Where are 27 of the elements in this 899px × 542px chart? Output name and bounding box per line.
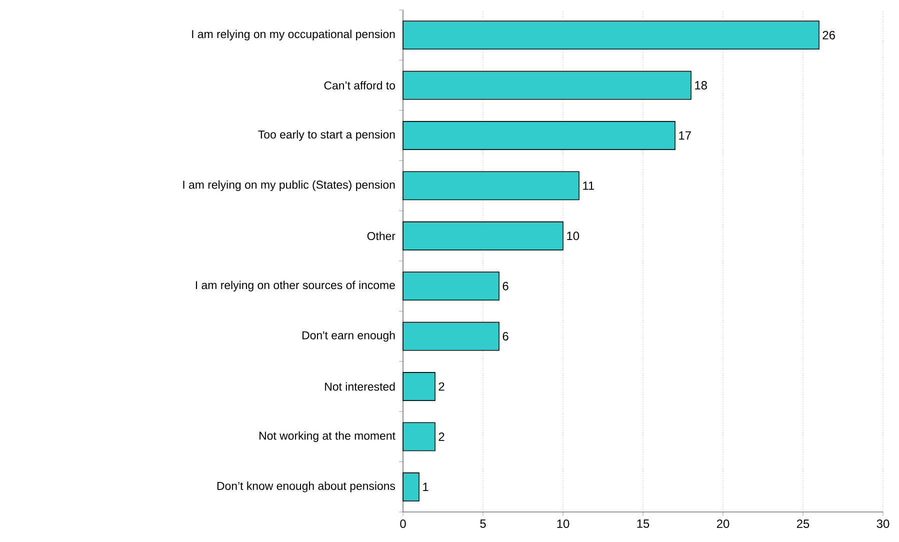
data-label: 1 <box>423 482 428 491</box>
x-tick-label: 0 <box>400 520 406 528</box>
data-label: 18 <box>695 81 707 90</box>
data-label: 17 <box>679 131 691 140</box>
y-tick-label: Too early to start a pension <box>258 130 395 141</box>
x-tick-label: 5 <box>480 520 486 528</box>
y-tick-label: Don't earn enough <box>302 330 395 342</box>
y-tick-label: I am relying on my occupational pension <box>192 30 395 40</box>
x-tick-label: 25 <box>796 520 810 528</box>
y-tick-label: Don’t know enough about pensions <box>217 482 396 492</box>
y-tick-label: Not interested <box>325 382 395 391</box>
data-label: 6 <box>502 282 508 290</box>
y-tick-label: Can’t afford to <box>324 81 395 90</box>
x-tick-label: 20 <box>716 520 730 528</box>
y-tick-label: Other <box>367 232 396 240</box>
y-tick-label: Not working at the moment <box>260 431 396 442</box>
y-tick-label: I am relying on my public (States) pension <box>183 180 395 192</box>
x-tick-label: 10 <box>557 520 570 528</box>
data-label: 2 <box>438 432 444 441</box>
data-label: 26 <box>822 30 835 40</box>
data-label: 10 <box>567 232 580 240</box>
x-tick-label: 15 <box>637 520 650 528</box>
data-label: 6 <box>502 332 508 341</box>
x-tick-label: 30 <box>876 520 890 528</box>
data-label: 2 <box>438 382 444 391</box>
data-label: 11 <box>583 182 594 190</box>
y-tick-label: I am relying on other sources of income <box>196 280 395 292</box>
